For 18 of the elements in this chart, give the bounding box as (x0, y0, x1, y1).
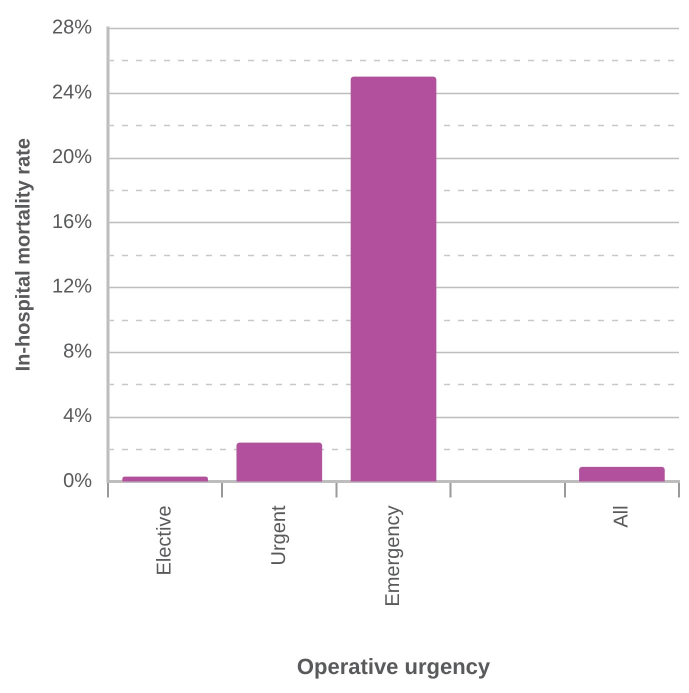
y-tick-label: 8% (63, 340, 92, 362)
x-tick-label: Emergency (382, 505, 404, 607)
bar (350, 76, 436, 482)
bar (236, 442, 322, 482)
bar (122, 476, 208, 482)
y-tick-label: 24% (52, 81, 92, 104)
bar (579, 466, 665, 482)
y-axis-title: In-hospital mortality rate (12, 138, 35, 372)
x-axis-title: Operative urgency (296, 654, 491, 679)
x-tick-label: All (610, 505, 632, 528)
y-tick-label: 4% (63, 405, 92, 428)
y-tick-label: 12% (52, 276, 92, 298)
y-tick-label: 20% (52, 146, 92, 168)
x-tick-label: Elective (154, 505, 176, 576)
y-tick-label: 0% (63, 470, 92, 492)
y-tick-label: 16% (52, 210, 92, 233)
y-tick-label: 28% (52, 16, 92, 39)
x-tick-label: Urgent (268, 505, 290, 566)
